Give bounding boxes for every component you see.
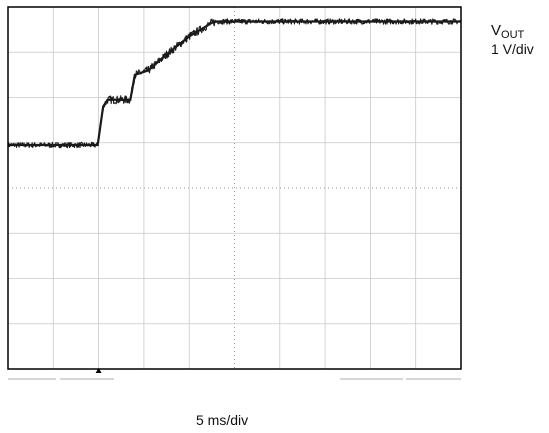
below-axis-markers (8, 368, 461, 380)
volts-per-div-label: 1 V/div (491, 41, 534, 57)
plot-frame (7, 6, 462, 370)
vout-trace (8, 20, 461, 147)
vout-trace-group (7, 18, 462, 149)
time-per-div-label: 5 ms/div (196, 412, 249, 428)
vout-trace-noise (7, 18, 462, 149)
channel-label: VOUT (491, 23, 524, 43)
channel-name: V (491, 22, 502, 39)
channel-subscript: OUT (501, 29, 525, 41)
trigger-marker-icon (95, 368, 102, 373)
graticule (8, 7, 461, 369)
